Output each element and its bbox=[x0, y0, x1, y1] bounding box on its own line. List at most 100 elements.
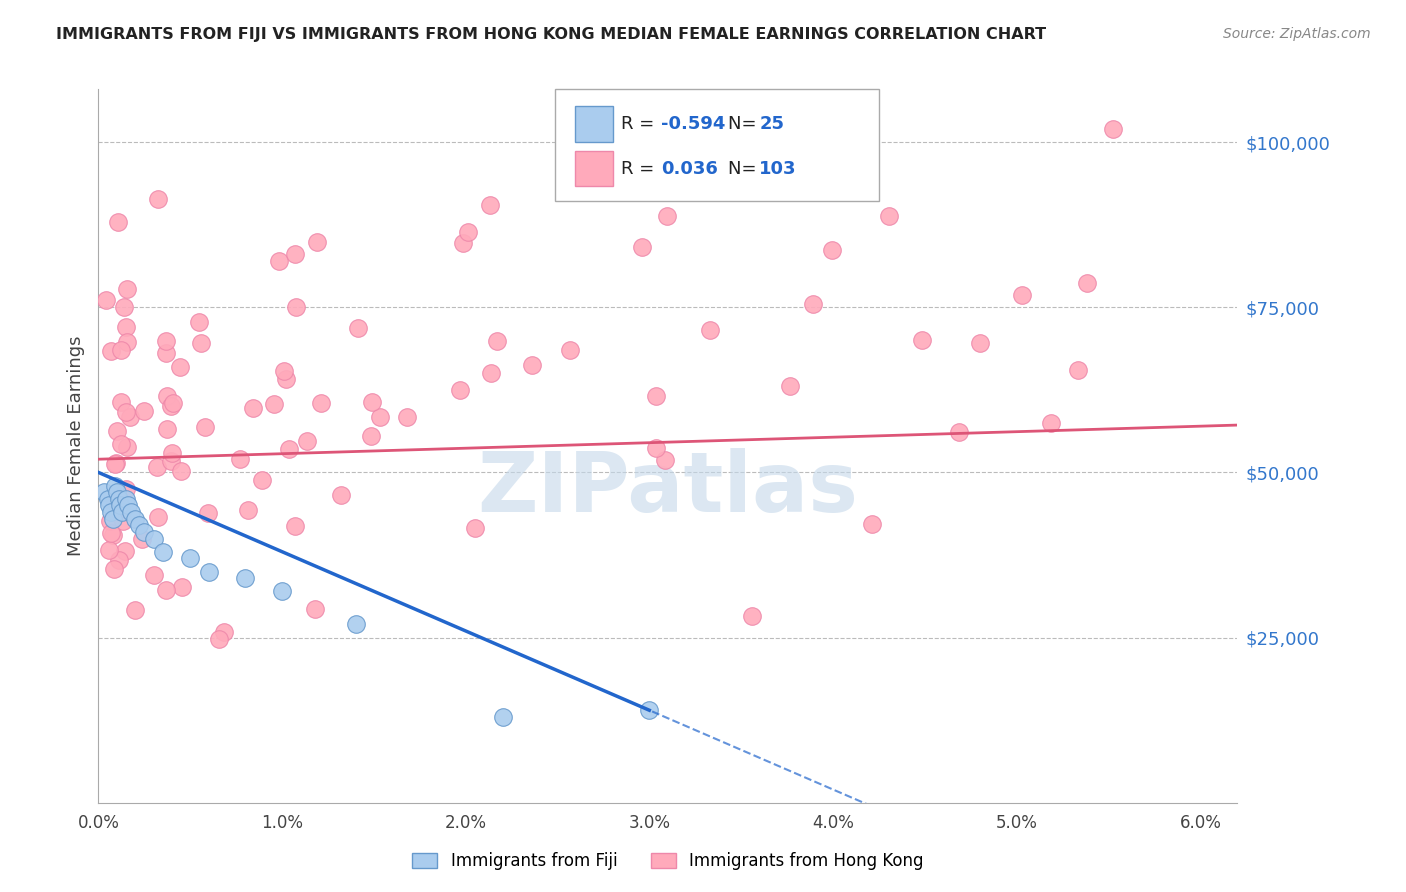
Point bbox=[229, 452, 252, 467]
Point bbox=[360, 429, 382, 443]
Point bbox=[285, 300, 308, 314]
Point bbox=[187, 315, 209, 329]
Point bbox=[105, 485, 128, 500]
Point bbox=[522, 358, 544, 372]
Point bbox=[124, 603, 146, 617]
Point bbox=[877, 210, 900, 224]
Point bbox=[97, 491, 120, 506]
Point bbox=[159, 399, 181, 413]
Point bbox=[115, 440, 138, 454]
Point bbox=[115, 334, 138, 349]
Point bbox=[145, 460, 167, 475]
Point bbox=[284, 519, 307, 533]
Point bbox=[115, 491, 138, 506]
Point bbox=[347, 320, 370, 334]
Point bbox=[860, 516, 883, 531]
Point bbox=[630, 239, 652, 253]
Point bbox=[457, 225, 479, 239]
Legend: Immigrants from Fiji, Immigrants from Hong Kong: Immigrants from Fiji, Immigrants from Ho… bbox=[405, 846, 931, 877]
Point bbox=[107, 491, 129, 506]
Point bbox=[94, 293, 117, 307]
Point bbox=[193, 420, 215, 434]
Point bbox=[235, 571, 257, 585]
Point bbox=[108, 553, 131, 567]
Point bbox=[131, 532, 153, 546]
Point bbox=[155, 583, 177, 598]
Point bbox=[295, 434, 318, 448]
Point bbox=[821, 243, 844, 257]
Point bbox=[284, 247, 307, 261]
Point bbox=[479, 366, 502, 380]
Point bbox=[105, 457, 128, 471]
Point bbox=[654, 453, 676, 467]
Point bbox=[267, 253, 290, 268]
Point bbox=[101, 528, 124, 542]
Point bbox=[278, 442, 301, 456]
Point bbox=[105, 424, 128, 438]
Point bbox=[100, 505, 122, 519]
Point bbox=[464, 521, 486, 535]
Point bbox=[105, 491, 128, 506]
Point bbox=[197, 506, 219, 520]
Point bbox=[208, 632, 231, 647]
Point bbox=[304, 601, 326, 615]
Point bbox=[156, 389, 179, 403]
Point bbox=[212, 624, 235, 639]
Point bbox=[104, 457, 127, 471]
Point bbox=[110, 436, 132, 450]
Point bbox=[485, 334, 508, 348]
Point bbox=[112, 300, 135, 314]
Point bbox=[657, 209, 679, 223]
Point bbox=[114, 482, 136, 496]
Point bbox=[179, 551, 201, 566]
Text: R =: R = bbox=[621, 160, 666, 178]
Point bbox=[162, 396, 184, 410]
Point bbox=[242, 401, 264, 415]
Point bbox=[368, 409, 391, 424]
Point bbox=[100, 344, 122, 359]
Point bbox=[114, 543, 136, 558]
Point bbox=[741, 609, 763, 624]
Point bbox=[101, 511, 124, 525]
Point bbox=[104, 478, 127, 492]
Point bbox=[271, 584, 294, 599]
Point bbox=[100, 526, 122, 541]
Point bbox=[779, 379, 801, 393]
Point bbox=[98, 543, 121, 558]
Point bbox=[305, 235, 328, 249]
Point bbox=[361, 395, 384, 409]
Text: -0.594: -0.594 bbox=[661, 115, 725, 133]
Point bbox=[115, 405, 138, 419]
Point bbox=[190, 335, 212, 350]
Point bbox=[155, 334, 177, 348]
Point bbox=[344, 617, 367, 632]
Point bbox=[115, 282, 138, 296]
Point bbox=[111, 514, 134, 528]
Point bbox=[146, 192, 169, 206]
Point bbox=[1040, 416, 1063, 430]
Point bbox=[449, 384, 471, 398]
Point bbox=[197, 565, 219, 579]
Point bbox=[107, 215, 129, 229]
Point bbox=[1102, 121, 1125, 136]
Point bbox=[948, 425, 970, 440]
Point bbox=[478, 198, 501, 212]
Text: ZIPatlas: ZIPatlas bbox=[478, 449, 858, 529]
Point bbox=[128, 518, 150, 533]
Point bbox=[1076, 276, 1098, 290]
Point bbox=[160, 446, 183, 460]
Text: Source: ZipAtlas.com: Source: ZipAtlas.com bbox=[1223, 27, 1371, 41]
Point bbox=[1011, 288, 1033, 302]
Point bbox=[142, 532, 165, 546]
Point bbox=[110, 395, 132, 409]
Point bbox=[121, 505, 143, 519]
Point bbox=[558, 343, 581, 357]
Y-axis label: Median Female Earnings: Median Female Earnings bbox=[66, 335, 84, 557]
Point bbox=[98, 499, 121, 513]
Point bbox=[396, 409, 419, 424]
Point bbox=[120, 410, 142, 425]
Point bbox=[699, 323, 721, 337]
Point bbox=[645, 441, 668, 455]
Point bbox=[263, 397, 285, 411]
Text: IMMIGRANTS FROM FIJI VS IMMIGRANTS FROM HONG KONG MEDIAN FEMALE EARNINGS CORRELA: IMMIGRANTS FROM FIJI VS IMMIGRANTS FROM … bbox=[56, 27, 1046, 42]
